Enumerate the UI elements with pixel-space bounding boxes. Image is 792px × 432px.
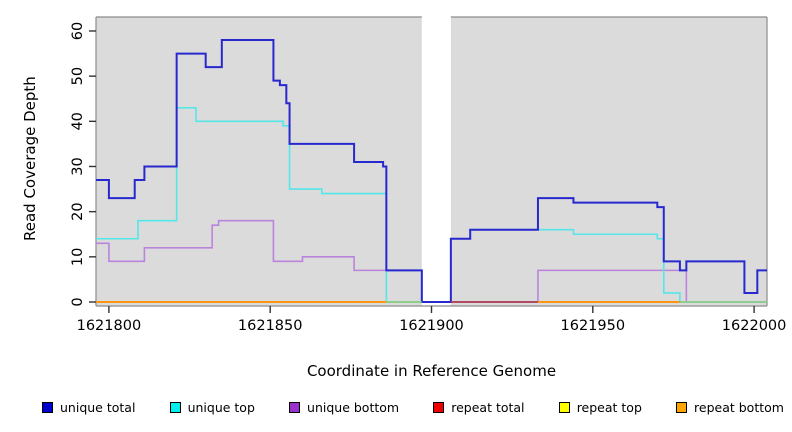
y-tick-label: 0	[70, 297, 86, 306]
series-unique-bottom	[96, 219, 767, 303]
x-tick-label: 1622000	[722, 318, 787, 334]
repeat-top-swatch-icon	[558, 402, 570, 413]
x-tick-label: 1621850	[238, 318, 303, 334]
legend-item-repeat-total: repeat total	[433, 400, 525, 415]
legend-label: repeat bottom	[694, 400, 784, 415]
unique-total-swatch-icon	[42, 402, 53, 413]
legend-item-unique-top: unique top	[169, 400, 255, 415]
x-tick-label: 1621900	[399, 318, 464, 334]
legend-item-unique-total: unique total	[42, 400, 135, 415]
unique-bottom-swatch-icon	[289, 402, 301, 413]
legend-label: unique top	[187, 400, 255, 415]
y-tick-label: 30	[70, 157, 86, 175]
legend-label: repeat total	[451, 400, 525, 415]
legend-item-repeat-top: repeat top	[558, 400, 642, 415]
x-axis-title: Coordinate in Reference Genome	[306, 362, 557, 380]
coverage-gap-band	[421, 11, 451, 306]
unique-top-swatch-icon	[169, 402, 181, 413]
series-unique-total	[96, 39, 767, 303]
repeat-total-swatch-icon	[433, 402, 445, 413]
y-tick-label: 40	[70, 112, 86, 130]
legend-item-unique-bottom: unique bottom	[289, 400, 399, 415]
legend-item-repeat-bottom: repeat bottom	[676, 400, 784, 415]
x-tick-label: 1621950	[561, 318, 626, 334]
legend-label: repeat top	[576, 400, 642, 415]
y-tick-label: 60	[70, 22, 86, 40]
repeat-bottom-swatch-icon	[676, 402, 688, 413]
y-axis-title: Read Coverage Depth	[21, 76, 39, 241]
chart-legend: unique total unique top unique bottom repea…	[42, 400, 784, 415]
y-tick-label: 10	[70, 248, 86, 266]
x-tick-label: 1621800	[77, 318, 142, 334]
legend-label: unique bottom	[307, 400, 400, 415]
y-tick-label: 20	[70, 202, 86, 220]
y-tick-label: 50	[70, 67, 86, 85]
legend-label: unique total	[60, 400, 136, 415]
